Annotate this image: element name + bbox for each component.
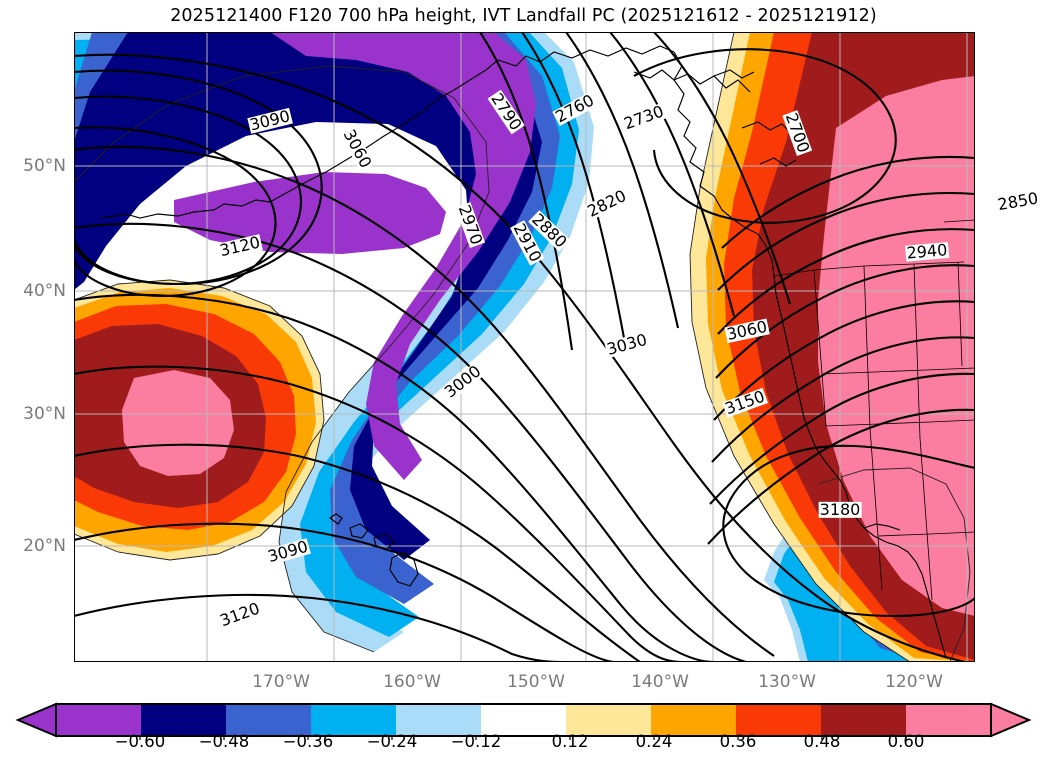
colorbar-tick-label-3: −0.24 — [366, 732, 418, 751]
colorbar-band-10[interactable] — [906, 704, 991, 736]
colorbar-tick-label-6: 0.24 — [635, 732, 673, 751]
latitude-tick-50N: 50°N — [23, 156, 66, 176]
colorbar-extend-low-arrow — [15, 702, 57, 738]
colorbar-band-3[interactable] — [311, 704, 396, 736]
colorbar-band-2[interactable] — [226, 704, 311, 736]
colorbar-band-6[interactable] — [566, 704, 651, 736]
colorbar-outline — [55, 703, 992, 737]
colorbar-band-1[interactable] — [141, 704, 226, 736]
map-plot-area — [74, 32, 975, 662]
colorbar-tick-label-1: −0.48 — [198, 732, 250, 751]
colorbar-tick-label-9: 0.60 — [887, 732, 925, 751]
longitude-tick-140W: 140°W — [631, 672, 689, 692]
colorbar-tick-label-4: −0.12 — [450, 732, 502, 751]
longitude-tick-160W: 160°W — [383, 672, 441, 692]
latitude-tick-30N: 30°N — [23, 404, 66, 424]
colorbar-band-9[interactable] — [821, 704, 906, 736]
longitude-tick-150W: 150°W — [507, 672, 565, 692]
contour-label-2940: 2940 — [905, 240, 949, 263]
colorbar[interactable]: −0.60 −0.48 −0.36 −0.24 −0.12 0.12 0.24 0.36 0.4… — [0, 700, 1047, 765]
contour-label-2850: 2850 — [995, 188, 1041, 215]
colorbar-tick-label-8: 0.48 — [803, 732, 841, 751]
colorbar-tick-label-7: 0.36 — [719, 732, 757, 751]
longitude-tick-130W: 130°W — [758, 672, 816, 692]
latitude-tick-40N: 40°N — [23, 281, 66, 301]
colorbar-band-5[interactable] — [481, 704, 566, 736]
map-canvas — [74, 32, 975, 662]
latitude-tick-20N: 20°N — [23, 536, 66, 556]
colorbar-tick-label-0: −0.60 — [114, 732, 166, 751]
colorbar-tick-label-2: −0.36 — [282, 732, 334, 751]
height-contours — [74, 32, 975, 662]
chart-title: 2025121400 F120 700 hPa height, IVT Land… — [170, 6, 877, 26]
colorbar-tick-label-5: 0.12 — [551, 732, 589, 751]
colorbar-band-0[interactable] — [56, 704, 141, 736]
contour-label-3180: 3180 — [818, 499, 862, 519]
colorbar-band-7[interactable] — [651, 704, 736, 736]
longitude-tick-170W: 170°W — [252, 672, 310, 692]
colorbar-extend-high-arrow — [990, 702, 1032, 738]
colorbar-band-8[interactable] — [736, 704, 821, 736]
colorbar-band-4[interactable] — [396, 704, 481, 736]
colorbar-swatches[interactable] — [0, 700, 1047, 740]
longitude-tick-120W: 120°W — [885, 672, 943, 692]
coastlines — [101, 45, 975, 659]
